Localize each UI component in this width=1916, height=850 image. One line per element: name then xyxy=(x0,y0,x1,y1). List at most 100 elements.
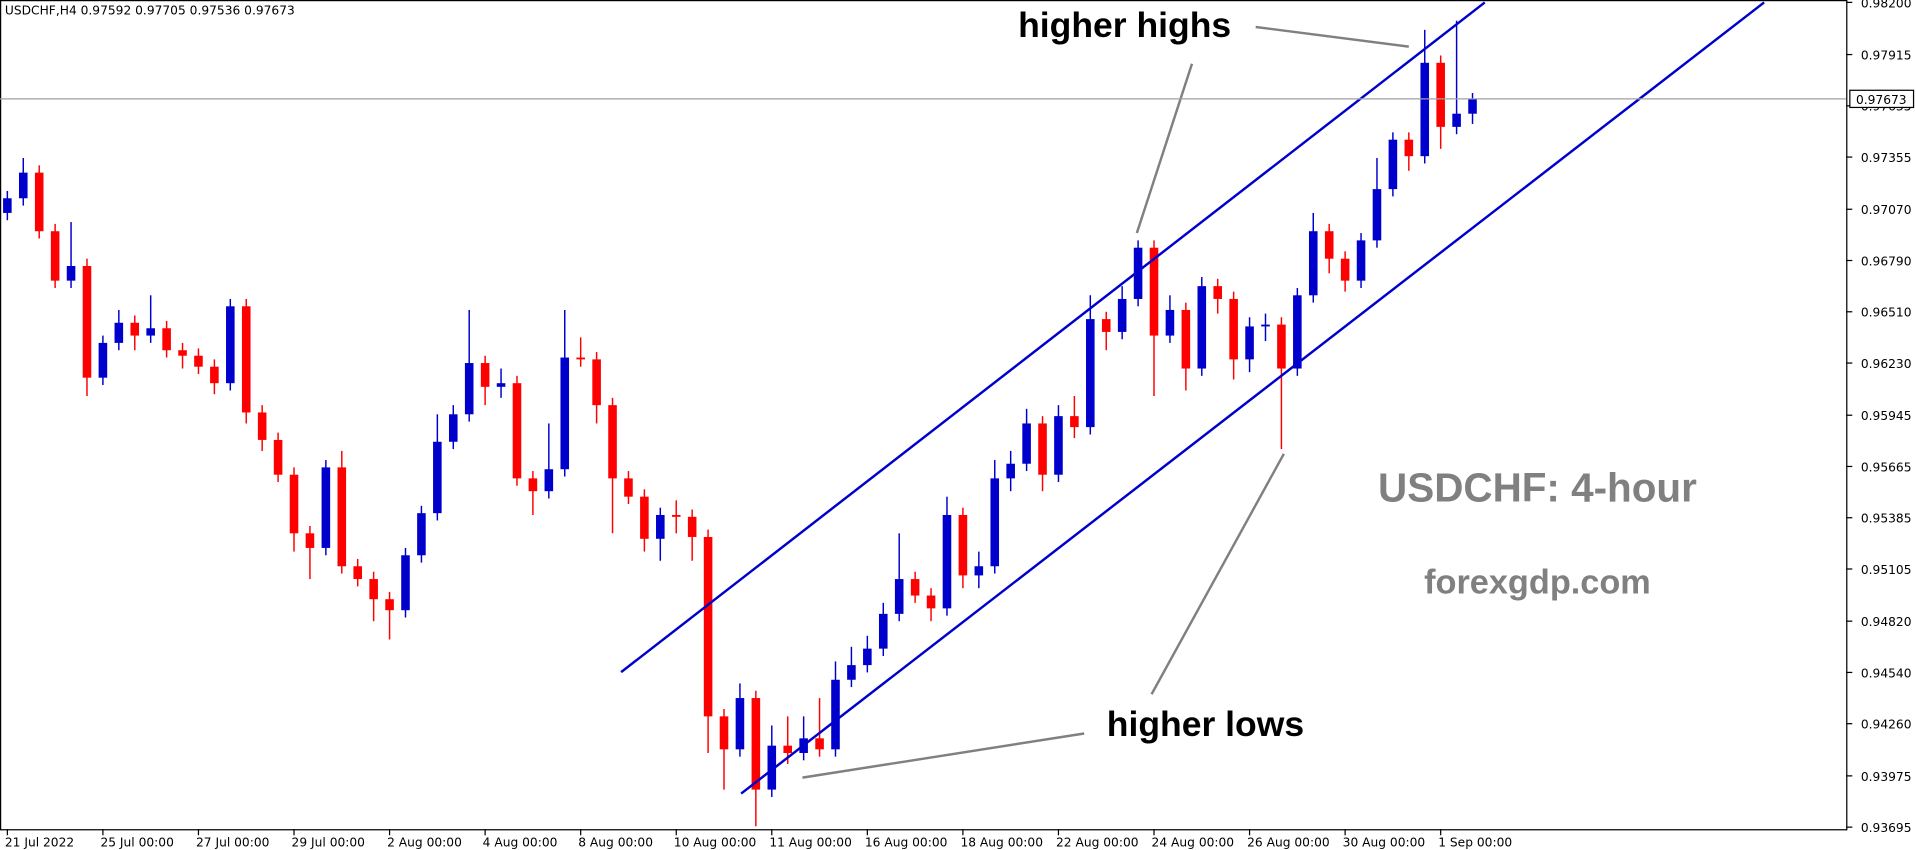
price-label: 0.97673 xyxy=(1856,93,1907,107)
y-tick-label: 0.96790 xyxy=(1861,254,1912,268)
candle-body xyxy=(1197,286,1207,369)
candle-body xyxy=(1070,416,1079,428)
x-tick-label: 27 Jul 00:00 xyxy=(196,835,269,849)
candle-body xyxy=(894,579,904,614)
candle-body xyxy=(210,366,219,384)
candle-body xyxy=(1086,319,1095,428)
x-tick-label: 10 Aug 00:00 xyxy=(674,835,757,849)
y-tick-label: 0.97915 xyxy=(1861,48,1912,62)
candle-body xyxy=(34,172,44,232)
candle-body xyxy=(337,467,347,567)
candle-body xyxy=(958,514,968,576)
candle-body xyxy=(703,536,713,717)
x-tick-label: 24 Aug 00:00 xyxy=(1152,835,1235,849)
candle-body xyxy=(114,322,124,343)
candle-body xyxy=(1308,231,1318,296)
candle-body xyxy=(608,405,617,479)
candle-body xyxy=(1293,295,1302,369)
candle-body xyxy=(1165,309,1175,336)
candle-body xyxy=(1324,231,1334,259)
candle-body xyxy=(783,745,793,753)
y-tick-label: 0.97070 xyxy=(1861,203,1912,217)
candle-body xyxy=(401,555,410,611)
candle-body xyxy=(1468,98,1477,114)
x-tick-label: 8 Aug 00:00 xyxy=(578,835,653,849)
y-tick-label: 0.95945 xyxy=(1861,409,1912,423)
candle-body xyxy=(1277,324,1286,369)
candle-body xyxy=(847,665,856,680)
x-tick-label: 22 Aug 00:00 xyxy=(1056,835,1139,849)
candle-body xyxy=(640,496,649,539)
pointer-line xyxy=(1135,63,1194,234)
y-tick-label: 0.96230 xyxy=(1861,357,1912,371)
candle-body xyxy=(1420,62,1430,157)
candle-body xyxy=(560,357,570,470)
candle-body xyxy=(433,441,442,514)
candle-body xyxy=(82,266,92,378)
pointer-line xyxy=(1150,453,1285,695)
y-tick-label: 0.93695 xyxy=(1861,821,1912,835)
candle-body xyxy=(1404,139,1414,157)
candle-body xyxy=(512,383,522,479)
y-tick-label: 0.93975 xyxy=(1861,770,1912,784)
y-tick-label: 0.94820 xyxy=(1861,615,1912,629)
candles xyxy=(3,20,1477,827)
candle-body xyxy=(990,478,1000,567)
candle-body xyxy=(50,231,60,281)
candle-body xyxy=(257,412,267,440)
annotation: forexgdp.com xyxy=(1424,564,1651,602)
candle-body xyxy=(448,414,458,442)
candle-body xyxy=(687,516,697,537)
candle-body xyxy=(1181,309,1191,369)
annotation: higher lows xyxy=(1107,704,1304,744)
x-tick-label: 4 Aug 00:00 xyxy=(483,835,558,849)
candle-body xyxy=(751,698,761,790)
candle-body xyxy=(1436,62,1445,127)
candle-body xyxy=(1117,298,1127,332)
candle-body xyxy=(878,613,888,649)
channel-upper xyxy=(620,1,1486,674)
candle-body xyxy=(194,355,203,367)
chart-title: USDCHF,H4 0.97592 0.97705 0.97536 0.9767… xyxy=(5,4,295,18)
candle-body xyxy=(417,513,426,556)
candle-body xyxy=(18,172,28,199)
annotation: USDCHF: 4-hour xyxy=(1378,465,1697,511)
y-tick-label: 0.94260 xyxy=(1861,718,1912,732)
candle-body xyxy=(624,478,633,497)
price-label-box xyxy=(1849,89,1915,109)
candle-body xyxy=(289,474,299,534)
y-tick-label: 0.98200 xyxy=(1861,0,1912,10)
candle-body xyxy=(98,342,108,378)
candle-body xyxy=(767,745,777,790)
candle-body xyxy=(273,439,283,475)
candle-body xyxy=(464,363,474,415)
candle-body xyxy=(385,599,394,611)
candle-body xyxy=(942,514,952,609)
candle-body xyxy=(146,328,155,336)
candle-body xyxy=(1356,240,1366,281)
candle-body xyxy=(162,328,171,351)
y-tick-label: 0.97355 xyxy=(1861,151,1912,165)
candle-body xyxy=(1006,463,1015,479)
pointer-line xyxy=(1255,25,1409,48)
annotation: higher highs xyxy=(1018,5,1231,45)
candle-body xyxy=(1149,247,1159,336)
candle-body xyxy=(496,383,506,387)
y-tick-label: 0.95385 xyxy=(1861,512,1912,526)
candle-body xyxy=(480,363,490,387)
candle-body xyxy=(974,566,984,576)
candle-body xyxy=(528,478,538,492)
candle-body xyxy=(1452,113,1461,127)
candle-body xyxy=(1038,423,1047,475)
candle-body xyxy=(1213,286,1223,299)
candle-body xyxy=(1133,247,1143,299)
candle-body xyxy=(926,595,936,609)
candle-body xyxy=(3,198,12,213)
candle-body xyxy=(544,469,554,492)
candle-body xyxy=(815,738,824,750)
channel-lower xyxy=(740,1,1765,795)
candle-body xyxy=(1340,258,1350,281)
candle-body xyxy=(671,514,681,517)
